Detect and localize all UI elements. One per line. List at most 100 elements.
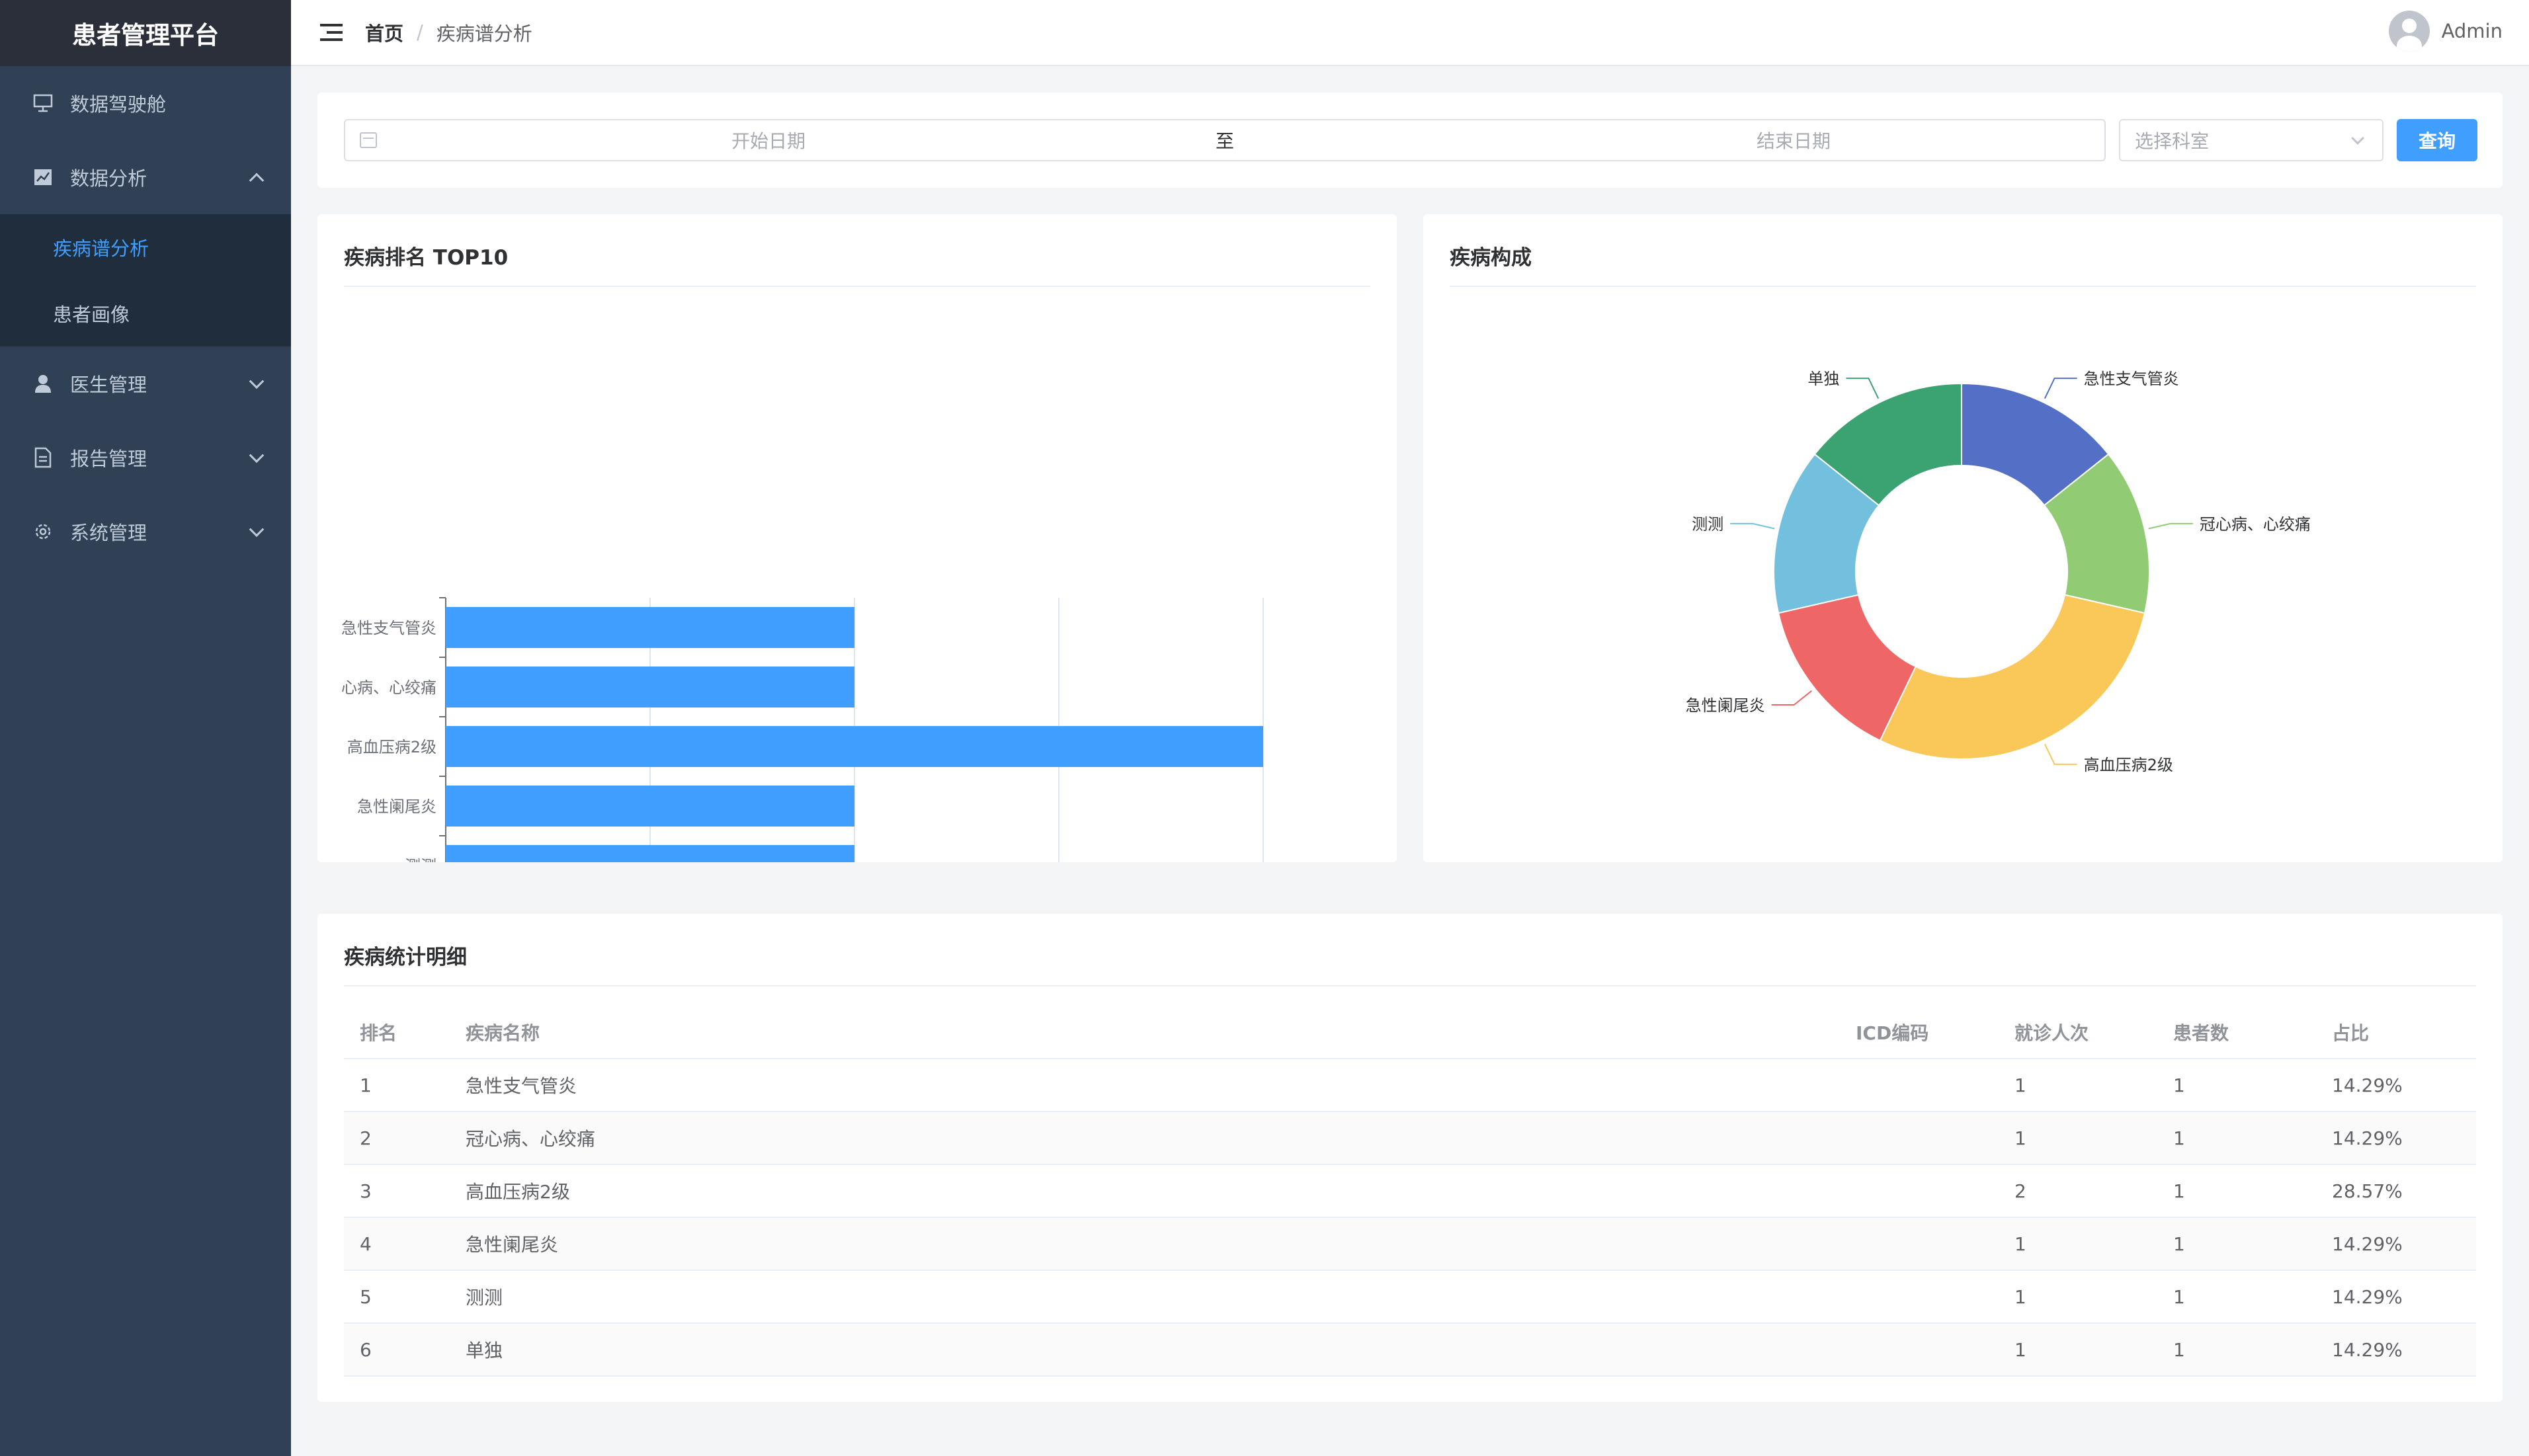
range-separator: 至 <box>1215 130 1234 152</box>
pie-label: 急性阑尾炎 <box>1686 696 1765 715</box>
bar-chart-panel: 疾病排名 TOP10 00.511.52急性支气管炎心病、心绞痛高血压病2级急性… <box>317 214 1397 862</box>
table-row[interactable]: 2 冠心病、心绞痛 1 1 14.29% <box>344 1112 2476 1165</box>
column-header-patients: 患者数 <box>2173 1022 2229 1044</box>
pie-label-line <box>1846 378 1880 399</box>
pie-label-line <box>1771 690 1812 706</box>
pie-label: 冠心病、心绞痛 <box>2200 515 2311 534</box>
filter-bar: 开始日期 至 结束日期 选择科室 查询 <box>317 93 2503 188</box>
pie-slice <box>1961 382 2110 506</box>
y-tick-label: 测测 <box>405 857 436 862</box>
cell-name: 冠心病、心绞痛 <box>466 1128 596 1150</box>
cell-name: 单独 <box>466 1340 503 1361</box>
monitor-icon <box>32 92 54 114</box>
table-row[interactable]: 1 急性支气管炎 1 1 14.29% <box>344 1059 2476 1112</box>
pie-slice <box>1813 382 1962 506</box>
pie-label-line <box>2044 743 2077 765</box>
table-row[interactable]: 3 高血压病2级 2 1 28.57% <box>344 1165 2476 1218</box>
chevron-down-icon <box>249 374 265 389</box>
column-header-icd: ICD编码 <box>1856 1022 1929 1044</box>
calendar-icon <box>360 132 377 148</box>
chevron-down-icon <box>249 522 265 538</box>
start-date-input[interactable]: 开始日期 <box>731 130 806 152</box>
cell-patients: 1 <box>2173 1233 2185 1255</box>
column-header-ratio: 占比 <box>2332 1022 2370 1044</box>
cell-name: 急性支气管炎 <box>466 1075 577 1097</box>
department-select[interactable]: 选择科室 <box>2119 119 2384 161</box>
end-date-input[interactable]: 结束日期 <box>1756 130 1831 152</box>
cell-visits: 2 <box>2014 1180 2026 1202</box>
user-menu[interactable]: Admin <box>2388 11 2503 52</box>
pie-label-line <box>2044 378 2077 399</box>
y-tick-label: 高血压病2级 <box>347 738 436 756</box>
document-icon <box>32 446 54 469</box>
sidebar-item-label: 数据驾驶舱 <box>70 93 167 116</box>
chevron-down-icon <box>249 448 265 464</box>
app-title: 患者管理平台 <box>0 0 291 66</box>
table-row[interactable]: 5 测测 1 1 14.29% <box>344 1271 2476 1324</box>
sidebar-item-dashboard[interactable]: 数据驾驶舱 <box>0 66 291 140</box>
cell-rank: 3 <box>360 1180 372 1202</box>
y-tick-label: 急性支气管炎 <box>341 619 436 637</box>
sidebar-item-label: 报告管理 <box>70 448 147 470</box>
department-select-placeholder: 选择科室 <box>2135 130 2210 152</box>
cell-patients: 1 <box>2173 1127 2185 1149</box>
cell-name: 急性阑尾炎 <box>466 1234 559 1256</box>
gear-icon <box>32 520 54 543</box>
avatar[interactable] <box>2388 11 2430 52</box>
sidebar: 患者管理平台 数据驾驶舱 数据分析 疾病谱分析 患者画像 医生管理 报告管理 系… <box>0 0 291 1456</box>
user-icon <box>32 372 54 395</box>
cell-ratio: 14.29% <box>2332 1127 2403 1149</box>
cell-rank: 1 <box>360 1074 372 1096</box>
cell-rank: 6 <box>360 1338 372 1361</box>
pie-label: 急性支气管炎 <box>2084 370 2179 388</box>
sidebar-item-label: 医生管理 <box>70 374 147 396</box>
cell-ratio: 14.29% <box>2332 1233 2403 1255</box>
column-header-visits: 就诊人次 <box>2014 1022 2089 1044</box>
sidebar-item-analysis[interactable]: 数据分析 <box>0 140 291 214</box>
breadcrumb: 首页 / 疾病谱分析 <box>365 19 532 46</box>
sidebar-item-label: 系统管理 <box>70 522 147 544</box>
disease-stats-panel: 疾病统计明细 排名 疾病名称 ICD编码 就诊人次 患者数 占比 1 急性支气管… <box>317 914 2503 1402</box>
breadcrumb-separator: / <box>417 21 423 44</box>
y-tick-label: 急性阑尾炎 <box>357 797 436 816</box>
bar <box>446 607 854 648</box>
sidebar-item-system[interactable]: 系统管理 <box>0 495 291 569</box>
sidebar-item-doctors[interactable]: 医生管理 <box>0 346 291 421</box>
breadcrumb-current: 疾病谱分析 <box>436 22 532 45</box>
query-button[interactable]: 查询 <box>2397 119 2477 161</box>
hamburger-icon[interactable] <box>320 22 343 42</box>
column-header-rank: 排名 <box>360 1022 397 1044</box>
cell-visits: 1 <box>2014 1338 2026 1361</box>
cell-name: 测测 <box>466 1287 503 1309</box>
pie-label-line <box>2148 522 2193 530</box>
sidebar-item-reports[interactable]: 报告管理 <box>0 421 291 495</box>
cell-visits: 1 <box>2014 1074 2026 1096</box>
cell-name: 高血压病2级 <box>466 1181 570 1203</box>
cell-rank: 4 <box>360 1233 372 1255</box>
user-name[interactable]: Admin <box>2441 20 2503 42</box>
breadcrumb-home[interactable]: 首页 <box>365 22 404 45</box>
date-range-picker[interactable]: 开始日期 至 结束日期 <box>344 119 2106 161</box>
y-tick-label: 心病、心绞痛 <box>341 678 436 697</box>
sidebar-subitem-patient-profile[interactable]: 患者画像 <box>0 280 291 346</box>
pie-label-line <box>1730 522 1775 530</box>
bar <box>446 667 854 708</box>
pie-chart-panel: 疾病构成 急性支气管炎 冠心病、心绞痛 高血压病2级 急性阑尾炎 测测 单独 <box>1423 214 2503 862</box>
pie-slice <box>1879 594 2146 760</box>
cell-ratio: 14.29% <box>2332 1338 2403 1361</box>
cell-patients: 1 <box>2173 1285 2185 1308</box>
cell-patients: 1 <box>2173 1338 2185 1361</box>
pie-slice <box>1777 594 1917 742</box>
table-row[interactable]: 4 急性阑尾炎 1 1 14.29% <box>344 1218 2476 1271</box>
pie-slice <box>1773 453 1880 614</box>
cell-patients: 1 <box>2173 1180 2185 1202</box>
cell-patients: 1 <box>2173 1074 2185 1096</box>
bar <box>446 845 854 862</box>
cell-visits: 1 <box>2014 1285 2026 1308</box>
table-row[interactable]: 6 单独 1 1 14.29% <box>344 1324 2476 1377</box>
bar-chart-title: 疾病排名 TOP10 <box>344 241 1370 287</box>
table-header-row: 排名 疾病名称 ICD编码 就诊人次 患者数 占比 <box>344 1006 2476 1059</box>
sidebar-subitem-disease-spectrum[interactable]: 疾病谱分析 <box>0 214 291 280</box>
chart-icon <box>32 166 54 188</box>
